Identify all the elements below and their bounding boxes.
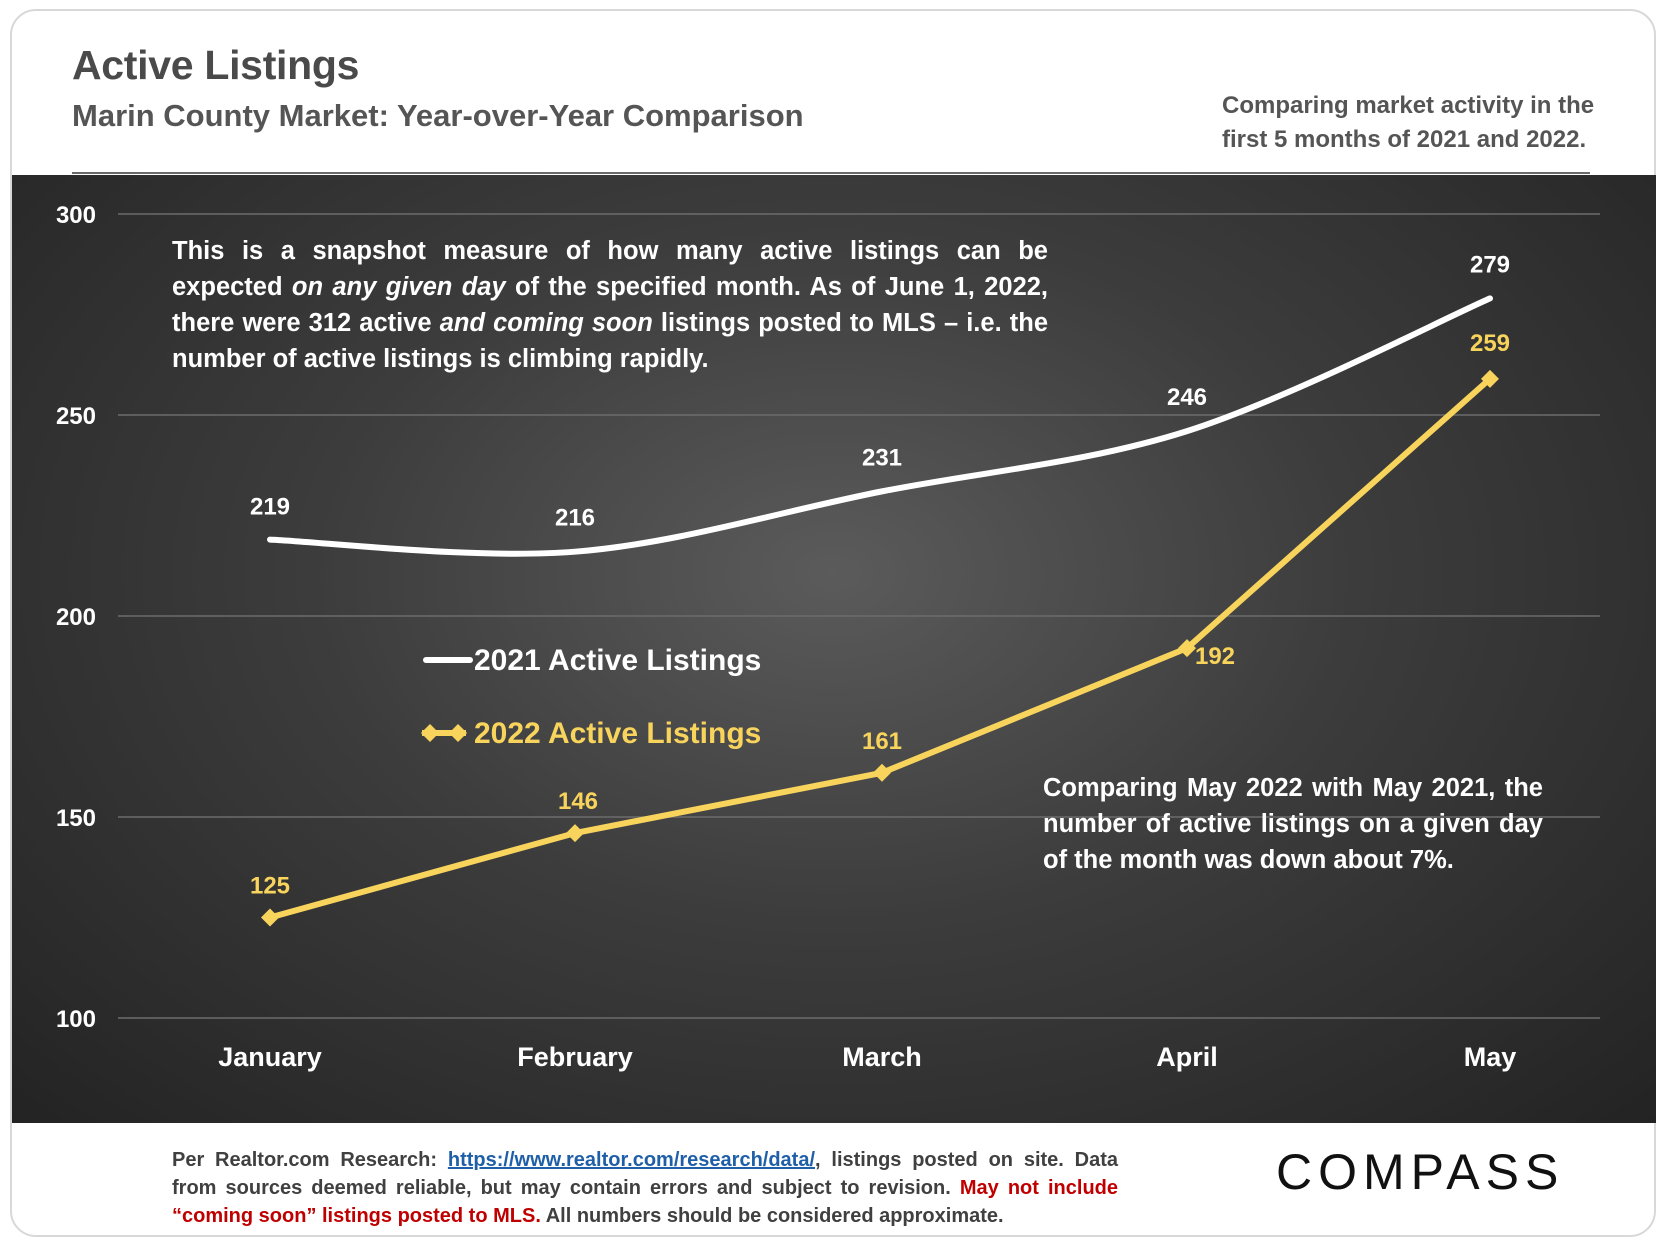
source-footnote: Per Realtor.com Research: https://www.re… [172,1146,1118,1230]
data-label-2021: 216 [555,505,595,532]
footnote-text: , listings posted on site. Data from sou… [172,1149,1118,1199]
data-label-2022: 192 [1195,643,1235,670]
data-label-2021: 279 [1470,251,1510,278]
data-label-2021: 231 [862,444,902,471]
data-label-2022: 259 [1470,330,1510,357]
series-line-2021 [267,295,1493,557]
page-subtitle: Marin County Market: Year-over-Year Comp… [72,98,804,133]
compass-logo: COMPASS [1276,1144,1565,1200]
x-tick-label: January [218,1042,322,1072]
y-tick-label: 150 [56,805,96,832]
data-point-2022 [566,824,584,843]
footnote-suffix: All numbers should be considered approxi… [540,1205,1004,1227]
y-tick-label: 100 [56,1006,96,1033]
note-emphasis: on any given day [291,273,506,301]
data-label-2021: 219 [250,494,290,521]
data-label-2021: 246 [1167,384,1207,411]
chart-note-snapshot: This is a snapshot measure of how many a… [172,233,1048,377]
y-tick-label: 250 [56,403,96,430]
data-point-2022 [1481,369,1499,388]
footnote-warning: May not include “coming soon” listings p… [172,1177,1118,1227]
note-emphasis: and coming soon [439,309,653,337]
y-tick-label: 200 [56,604,96,631]
data-point-2022 [261,908,279,927]
x-tick-label: March [842,1042,922,1072]
note-text: listings posted to MLS – i.e. the number… [172,309,1049,373]
data-point-2022 [1178,639,1196,658]
data-label-2022: 161 [862,728,902,755]
legend-label-2021: 2021 Active Listings [474,644,761,677]
note-text: This is a snapshot measure of how many a… [172,237,1048,301]
source-link[interactable]: https://www.realtor.com/research/data/ [447,1149,816,1171]
legend-marker-2022 [449,724,467,742]
x-tick-label: April [1156,1042,1218,1072]
legend-marker-2022 [421,724,439,742]
footnote-prefix: Per Realtor.com Research: [172,1149,448,1171]
data-point-2022 [873,763,891,782]
y-tick-label: 300 [56,202,96,229]
note-text: of the specified month. As of June 1, 20… [172,273,1049,337]
header-divider [72,172,1590,174]
data-label-2022: 125 [250,873,290,900]
side-note: Comparing market activity in the first 5… [1222,92,1595,153]
legend-label-2022: 2022 Active Listings [474,717,761,750]
x-tick-label: February [517,1042,633,1072]
x-tick-label: May [1464,1042,1517,1072]
page-title: Active Listings [72,42,360,88]
chart-note-comparison: Comparing May 2022 with May 2021, the nu… [1043,774,1543,874]
chart-panel [12,175,1656,1123]
data-label-2022: 146 [558,788,598,815]
